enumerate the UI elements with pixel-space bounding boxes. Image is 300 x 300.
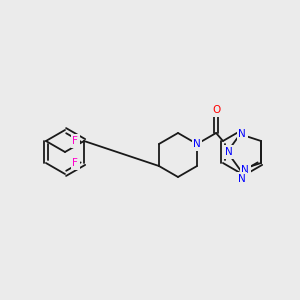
Text: O: O bbox=[212, 105, 220, 115]
Text: N: N bbox=[238, 174, 246, 184]
Text: F: F bbox=[72, 158, 78, 168]
Text: N: N bbox=[241, 165, 249, 175]
Text: N: N bbox=[193, 139, 201, 149]
Text: N: N bbox=[238, 129, 246, 139]
Text: F: F bbox=[72, 136, 78, 146]
Text: N: N bbox=[225, 147, 233, 157]
